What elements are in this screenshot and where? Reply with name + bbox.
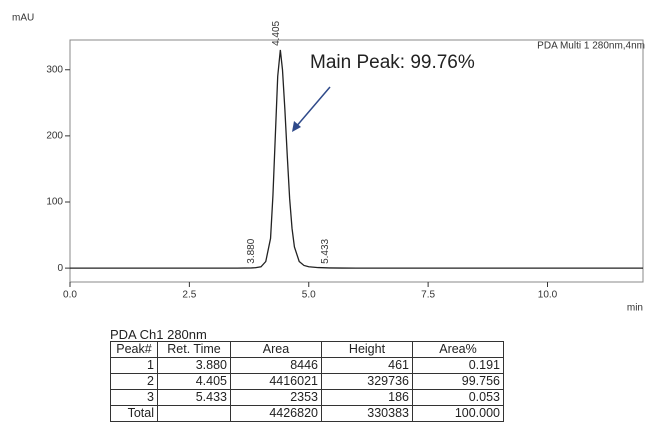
peak-label: 5.433 xyxy=(320,238,331,263)
y-tick-label: 200 xyxy=(46,131,63,142)
cell: 0.053 xyxy=(412,389,504,406)
cell: 100.000 xyxy=(412,405,504,422)
y-tick-label: 0 xyxy=(57,263,63,274)
peak-label: 4.405 xyxy=(271,20,282,45)
annotation: Main Peak: 99.76% xyxy=(310,52,475,73)
peak-label: 3.880 xyxy=(246,238,257,263)
x-tick-label: 2.5 xyxy=(182,290,196,301)
cell: 186 xyxy=(321,389,413,406)
cell: Total xyxy=(110,405,158,422)
plot-frame xyxy=(69,39,644,283)
cell: 4416021 xyxy=(230,373,322,390)
cell: 3.880 xyxy=(157,357,231,374)
chromatogram-line xyxy=(70,49,643,269)
table-title: PDA Ch1 280nm xyxy=(110,327,207,342)
x-tick-label: 10.0 xyxy=(538,290,558,301)
cell: 4426820 xyxy=(230,405,322,422)
y-unit: mAU xyxy=(12,13,34,24)
results-table: Peak# Ret. Time Area Height Area% 1 3.880 8446 4… xyxy=(110,341,504,422)
header-cell: Ret. Time xyxy=(157,341,231,358)
x-tick-label: 5.0 xyxy=(302,290,316,301)
header-cell: Area xyxy=(230,341,322,358)
header-cell: Peak# xyxy=(110,341,158,358)
y-tick-label: 100 xyxy=(46,197,63,208)
cell: 1 xyxy=(110,357,158,374)
y-tick-label: 300 xyxy=(46,64,63,75)
cell: 2353 xyxy=(230,389,322,406)
cell: 3 xyxy=(110,389,158,406)
cell: 8446 xyxy=(230,357,322,374)
cell: 0.191 xyxy=(412,357,504,374)
cell xyxy=(157,405,231,422)
cell: 99.756 xyxy=(412,373,504,390)
chart: mAU min PDA Multi 1 280nm,4nm Main Peak:… xyxy=(12,13,645,314)
arrow-head xyxy=(292,121,301,132)
x-tick-label: 0.0 xyxy=(63,290,77,301)
cell: 4.405 xyxy=(157,373,231,390)
legend-text: PDA Multi 1 280nm,4nm xyxy=(537,41,645,52)
x-tick-label: 7.5 xyxy=(421,290,435,301)
x-label: min xyxy=(627,303,643,314)
cell: 330383 xyxy=(321,405,413,422)
cell: 461 xyxy=(321,357,413,374)
cell: 2 xyxy=(110,373,158,390)
header-cell: Height xyxy=(321,341,413,358)
annotation-arrow xyxy=(294,86,331,129)
header-cell: Area% xyxy=(412,341,504,358)
cell: 329736 xyxy=(321,373,413,390)
cell: 5.433 xyxy=(157,389,231,406)
